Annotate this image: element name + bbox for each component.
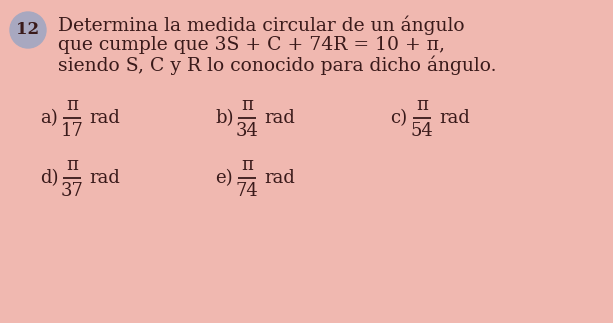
Text: siendo S, C y R lo conocido para dicho ángulo.: siendo S, C y R lo conocido para dicho á…: [58, 55, 497, 75]
Text: π: π: [241, 156, 253, 174]
Circle shape: [10, 12, 46, 48]
Text: rad: rad: [89, 169, 120, 187]
Text: 74: 74: [235, 182, 258, 200]
Text: rad: rad: [264, 109, 295, 127]
Text: rad: rad: [89, 109, 120, 127]
Text: π: π: [66, 156, 78, 174]
Text: Determina la medida circular de un ángulo: Determina la medida circular de un ángul…: [58, 15, 465, 35]
Text: π: π: [241, 96, 253, 114]
Text: 54: 54: [411, 122, 433, 140]
Text: 12: 12: [17, 22, 40, 38]
Text: a): a): [40, 109, 58, 127]
Text: b): b): [215, 109, 234, 127]
Text: c): c): [390, 109, 407, 127]
Text: 17: 17: [61, 122, 83, 140]
Text: d): d): [40, 169, 58, 187]
Text: 34: 34: [235, 122, 259, 140]
Text: rad: rad: [439, 109, 470, 127]
Text: e): e): [215, 169, 232, 187]
Text: π: π: [416, 96, 428, 114]
Text: que cumple que 3S + C + 74R = 10 + π,: que cumple que 3S + C + 74R = 10 + π,: [58, 36, 445, 54]
Text: 37: 37: [61, 182, 83, 200]
Text: π: π: [66, 96, 78, 114]
Text: rad: rad: [264, 169, 295, 187]
